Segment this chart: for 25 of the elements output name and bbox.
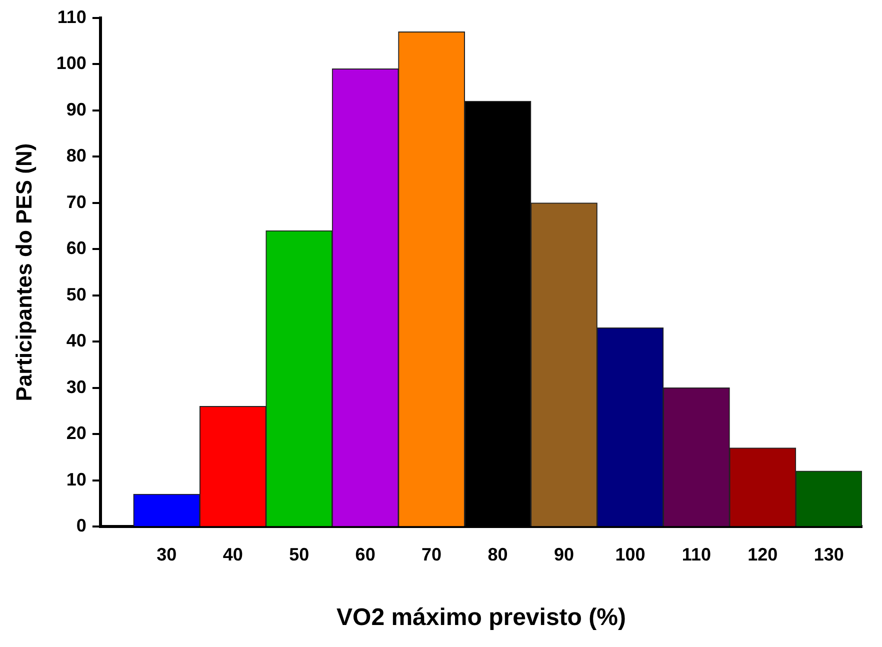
x-tick-label: 70: [422, 544, 442, 564]
y-tick-label: 40: [66, 330, 86, 351]
y-tick-label: 50: [66, 284, 86, 304]
x-tick-label: 120: [748, 544, 778, 564]
x-tick-label: 60: [355, 544, 376, 564]
x-tick-label: 110: [682, 544, 711, 564]
x-tick-label: 90: [554, 544, 574, 564]
x-tick-label: 100: [615, 544, 646, 564]
x-tick-label: 30: [156, 544, 177, 564]
x-tick-label: 130: [814, 544, 844, 564]
y-tick-label: 110: [57, 6, 86, 27]
x-axis-title: VO2 máximo previsto (%): [336, 604, 626, 632]
y-tick-label: 90: [66, 99, 86, 120]
y-tick-label: 0: [76, 516, 86, 536]
y-tick-label: 10: [66, 469, 86, 490]
y-tick-label: 60: [66, 238, 86, 258]
x-tick-label: 50: [289, 544, 310, 564]
y-tick-label: 80: [66, 146, 86, 166]
y-axis-title: Participantes do PES (N): [11, 143, 36, 402]
x-tick-label: 80: [488, 544, 508, 564]
y-tick-label: 100: [56, 53, 86, 74]
y-tick-label: 70: [66, 192, 86, 212]
y-tick-label: 30: [66, 376, 86, 397]
x-tick-label: 40: [222, 544, 243, 564]
y-tick-label: 20: [66, 423, 86, 444]
